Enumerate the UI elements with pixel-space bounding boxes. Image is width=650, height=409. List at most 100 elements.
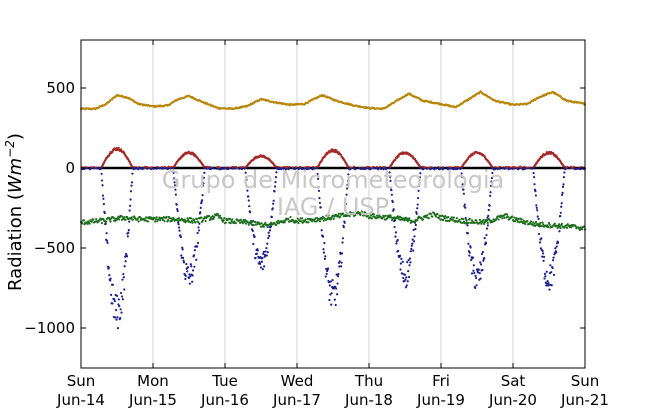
- data-point: [529, 167, 532, 170]
- data-point: [244, 176, 248, 179]
- data-point: [340, 261, 343, 264]
- data-point: [244, 166, 247, 170]
- data-point: [396, 238, 399, 242]
- x-tick-label-date: Jun-19: [416, 391, 465, 409]
- data-point: [114, 308, 118, 312]
- data-point: [182, 256, 185, 259]
- data-point: [119, 317, 122, 320]
- data-point: [388, 175, 392, 178]
- data-point: [341, 237, 345, 240]
- data-point: [545, 284, 548, 287]
- data-point: [156, 220, 159, 223]
- data-point: [402, 276, 405, 280]
- data-point: [329, 280, 332, 283]
- data-point: [202, 182, 205, 185]
- data-point: [489, 194, 492, 197]
- data-point: [165, 215, 168, 218]
- data-point: [548, 223, 551, 226]
- data-point: [111, 283, 115, 286]
- data-point: [241, 166, 244, 169]
- data-point: [532, 166, 535, 170]
- data-point: [231, 218, 234, 221]
- data-point: [177, 223, 180, 226]
- data-point: [262, 250, 265, 254]
- data-point: [252, 233, 255, 237]
- data-point: [124, 218, 127, 221]
- data-point: [338, 260, 341, 263]
- data-point: [124, 260, 127, 263]
- data-point: [394, 231, 398, 234]
- data-point: [131, 218, 134, 221]
- data-point: [549, 264, 552, 267]
- data-point: [169, 167, 173, 170]
- data-point: [474, 274, 477, 278]
- data-point: [272, 202, 275, 205]
- data-point: [544, 275, 547, 278]
- data-point: [268, 234, 271, 237]
- data-point: [486, 221, 489, 224]
- data-point: [468, 251, 471, 254]
- data-point: [138, 216, 142, 219]
- x-tick-label-date: Jun-15: [128, 391, 177, 409]
- data-point: [318, 201, 321, 205]
- data-point: [403, 219, 406, 222]
- data-point: [259, 266, 263, 269]
- data-point: [181, 248, 184, 251]
- data-point: [382, 168, 385, 171]
- data-point: [479, 261, 482, 264]
- plot-frame: [80, 39, 586, 369]
- data-point: [344, 209, 347, 212]
- data-point: [501, 217, 504, 220]
- data-point: [524, 166, 527, 170]
- data-point: [174, 188, 177, 191]
- data-point: [258, 262, 262, 265]
- data-point: [483, 237, 486, 240]
- data-point: [325, 214, 328, 217]
- data-point: [541, 249, 544, 253]
- data-point: [336, 214, 340, 217]
- data-point: [407, 270, 410, 273]
- data-point: [367, 214, 370, 217]
- data-point: [163, 220, 166, 223]
- data-point: [421, 168, 424, 171]
- data-point: [249, 211, 252, 214]
- data-point: [102, 197, 105, 200]
- data-point: [483, 222, 486, 225]
- data-point: [250, 223, 253, 226]
- data-point: [467, 221, 470, 224]
- data-point: [560, 222, 564, 225]
- series-0: [79, 90, 587, 111]
- data-point: [541, 255, 544, 258]
- data-point: [188, 282, 192, 285]
- data-point: [418, 182, 421, 186]
- data-point: [480, 252, 484, 256]
- data-point: [526, 219, 529, 223]
- data-point: [480, 222, 483, 225]
- data-point: [322, 251, 326, 254]
- data-point: [575, 167, 578, 170]
- data-point: [333, 298, 336, 301]
- data-point: [552, 256, 555, 259]
- data-point: [130, 184, 133, 187]
- data-point: [119, 308, 122, 311]
- data-point: [529, 220, 533, 223]
- data-point: [95, 167, 99, 170]
- data-point: [261, 257, 264, 260]
- data-point: [550, 284, 553, 287]
- data-point: [227, 167, 230, 171]
- data-point: [473, 271, 476, 275]
- data-point: [345, 187, 349, 190]
- data-point: [197, 221, 200, 224]
- data-point: [535, 206, 538, 209]
- data-point: [410, 247, 413, 250]
- data-point: [388, 166, 391, 170]
- data-point: [380, 167, 383, 171]
- data-point: [558, 230, 561, 233]
- data-point: [548, 288, 551, 291]
- data-point: [319, 206, 322, 209]
- data-point: [559, 214, 562, 218]
- data-point: [408, 217, 411, 220]
- data-point: [462, 188, 465, 191]
- data-point: [470, 258, 473, 262]
- data-point: [562, 183, 565, 186]
